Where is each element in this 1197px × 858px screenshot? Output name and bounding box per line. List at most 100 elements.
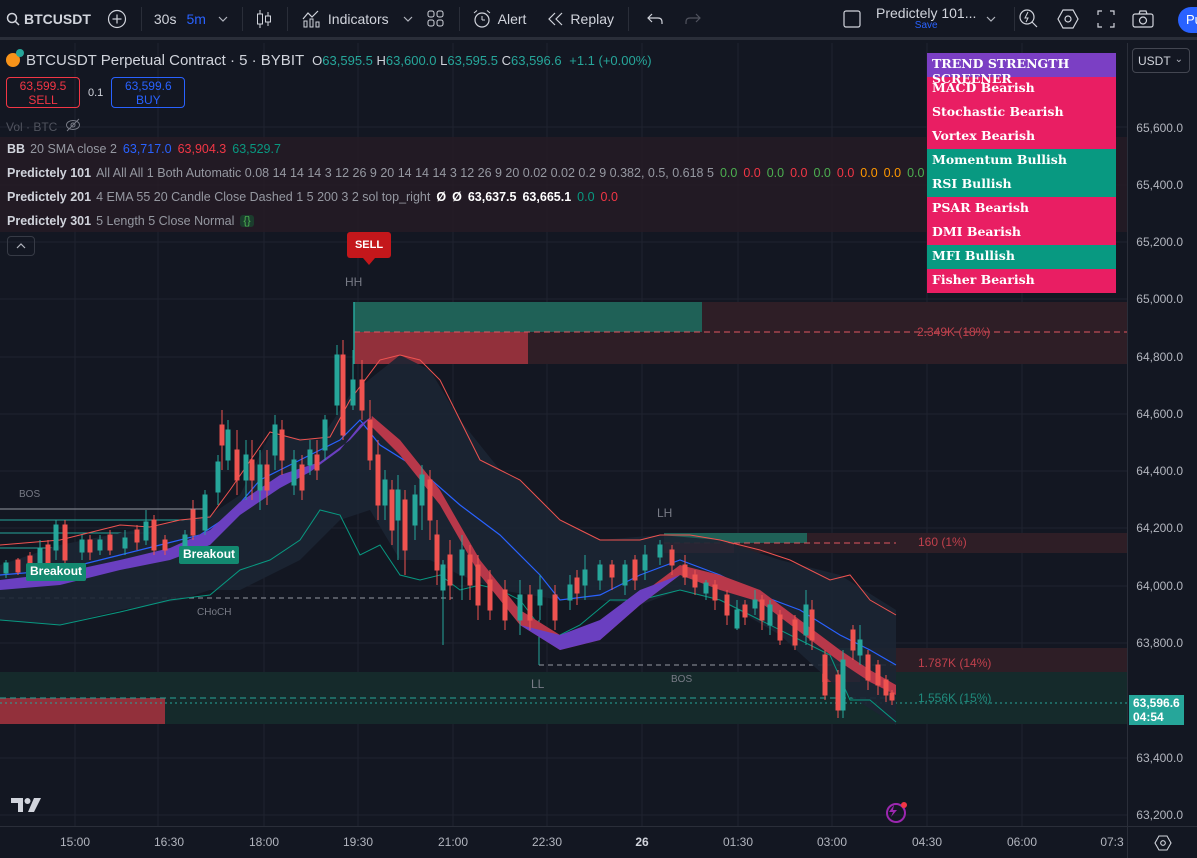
indicator-name: Predictely 301 [7, 214, 92, 228]
source-code-icon[interactable]: {} [240, 215, 254, 227]
choch-label: CHoCH [197, 607, 232, 618]
replay-button[interactable]: Replay [548, 0, 614, 39]
indicator-value: 0.0 [600, 190, 618, 204]
templates-button[interactable] [427, 0, 445, 39]
indicator-value: 0.0 [719, 166, 738, 180]
layout-name: Predictely 101... [876, 4, 977, 21]
indicator-value: 0.0 [766, 166, 785, 180]
indicator-value: 0.0 [907, 166, 925, 180]
indicator-bb[interactable]: BB 20 SMA close 2 63,717.0 63,904.3 63,5… [0, 138, 287, 160]
gear-icon [1153, 834, 1172, 851]
currency-label: USDT [1138, 54, 1171, 68]
redo-icon [685, 12, 701, 26]
time-tick: 07:3 [1100, 835, 1124, 849]
last-price: 63,596.6 [1133, 696, 1180, 710]
chart-legend: BTCUSDT Perpetual Contract · 5 · BYBIT O… [6, 49, 652, 69]
layout-menu[interactable]: Predictely 101... Save [876, 0, 996, 39]
price-tick: 64,200.0 [1136, 521, 1183, 535]
layout-checkbox[interactable] [843, 0, 861, 39]
price-tick: 63,800.0 [1136, 636, 1183, 650]
sell-button[interactable]: 63,599.5 SELL [6, 77, 80, 108]
sell-price: 63,599.5 [19, 79, 67, 93]
indicator-args: 5 Length 5 Close Normal [96, 214, 235, 228]
indicator-predictely-301[interactable]: Predictely 301 5 Length 5 Close Normal {… [0, 210, 254, 232]
interval-5m[interactable]: 5m [186, 0, 205, 39]
separator [140, 6, 142, 31]
indicator-value: 63,904.3 [177, 142, 227, 156]
screener-row-fisher: Fisher Bearish [927, 269, 1116, 293]
time-axis[interactable]: 15:00 16:30 18:00 19:30 21:00 22:30 26 0… [0, 826, 1127, 858]
indicators-dropdown[interactable] [403, 0, 413, 39]
top-toolbar: BTCUSDT 30s 5m Indicators Alert [0, 0, 1197, 40]
plus-circle-icon [107, 9, 127, 29]
indicator-predictely-101[interactable]: Predictely 101 All All All 1 Both Automa… [0, 162, 1064, 184]
interval-dropdown[interactable] [218, 0, 228, 39]
bar-countdown: 04:54 [1133, 710, 1164, 724]
indicator-args: All All All 1 Both Automatic 0.08 14 14 … [96, 166, 714, 180]
undo-icon [647, 12, 663, 26]
indicator-value: Ø [436, 190, 447, 204]
chevron-down-icon [403, 16, 413, 22]
symbol-title[interactable]: BTCUSDT Perpetual Contract · 5 · BYBIT [26, 51, 305, 69]
alert-button[interactable]: Alert [472, 0, 527, 39]
sell-signal-marker: SELL [347, 232, 391, 265]
price-tick: 65,600.0 [1136, 121, 1183, 135]
zone-label-mid: 160 (1%) [918, 535, 967, 549]
collapse-legend-button[interactable] [7, 236, 35, 256]
trend-strength-screener: TREND STRENGTH SCREENER MACD Bearish Sto… [927, 53, 1116, 293]
buy-label: BUY [135, 93, 161, 107]
price-tick: 64,400.0 [1136, 464, 1183, 478]
compare-button[interactable] [107, 0, 127, 39]
rewind-icon [548, 12, 564, 26]
screener-row-psar: PSAR Bearish [927, 197, 1116, 221]
layout-save-link[interactable]: Save [914, 19, 938, 31]
indicators-button[interactable]: Indicators [302, 0, 389, 39]
price-tick: 63,200.0 [1136, 808, 1183, 822]
chart-type-button[interactable] [255, 0, 273, 39]
search-icon [6, 12, 20, 26]
interval-30s[interactable]: 30s [154, 0, 177, 39]
chevron-down-icon [218, 16, 228, 22]
axis-settings-button[interactable] [1127, 826, 1197, 858]
settings-button[interactable] [1057, 0, 1079, 39]
interval-label: 30s [153, 10, 177, 27]
fullscreen-button[interactable] [1097, 0, 1115, 39]
publish-button[interactable]: Pul [1178, 7, 1197, 33]
indicator-name: Predictely 101 [7, 166, 92, 180]
volume-label[interactable]: Vol · BTC [6, 119, 58, 134]
fullscreen-icon [1097, 9, 1115, 28]
redo-button[interactable] [685, 0, 701, 39]
time-tick: 03:00 [816, 835, 848, 849]
lh-label: LH [657, 506, 673, 520]
separator [286, 6, 288, 31]
bos-label: BOS [19, 489, 41, 500]
currency-select[interactable]: USDT ⌄ [1132, 48, 1190, 73]
symbol-search[interactable]: BTCUSDT [6, 0, 91, 39]
indicator-predictely-201[interactable]: Predictely 201 4 EMA 55 20 Candle Close … [0, 186, 624, 208]
replay-label: Replay [570, 10, 615, 27]
eye-off-icon[interactable] [65, 118, 81, 135]
quick-search-button[interactable] [1019, 0, 1039, 39]
time-tick: 04:30 [911, 835, 943, 849]
indicator-value: Ø [452, 190, 462, 204]
gear-icon [1057, 8, 1079, 29]
alert-label: Alert [497, 10, 527, 27]
buy-button[interactable]: 63,599.6 BUY [111, 77, 186, 108]
symbol-name: BTCUSDT [24, 10, 91, 27]
time-tick: 19:30 [342, 835, 374, 849]
last-price-badge: 63,596.6 04:54 [1129, 695, 1184, 725]
snapshot-button[interactable] [1132, 0, 1154, 39]
chart-pane[interactable]: SELL HH LH LL BOS BOS CHoCH Breakout Bre… [0, 43, 1127, 826]
time-tick: 22:30 [531, 835, 563, 849]
zone-label-top: 2.349K (18%) [917, 325, 991, 339]
undo-button[interactable] [647, 0, 663, 39]
price-axis[interactable]: USDT ⌄ 65,600.0 65,400.0 65,200.0 65,000… [1127, 43, 1197, 826]
order-quantity[interactable]: 0.1 [88, 86, 104, 99]
candles-icon [255, 9, 273, 29]
bos-label: BOS [671, 674, 693, 685]
square-icon [843, 9, 861, 28]
indicator-value: 0.0 [860, 166, 878, 180]
separator [458, 6, 460, 31]
notifications-button[interactable] [886, 802, 907, 823]
bitcoin-icon [6, 49, 24, 67]
